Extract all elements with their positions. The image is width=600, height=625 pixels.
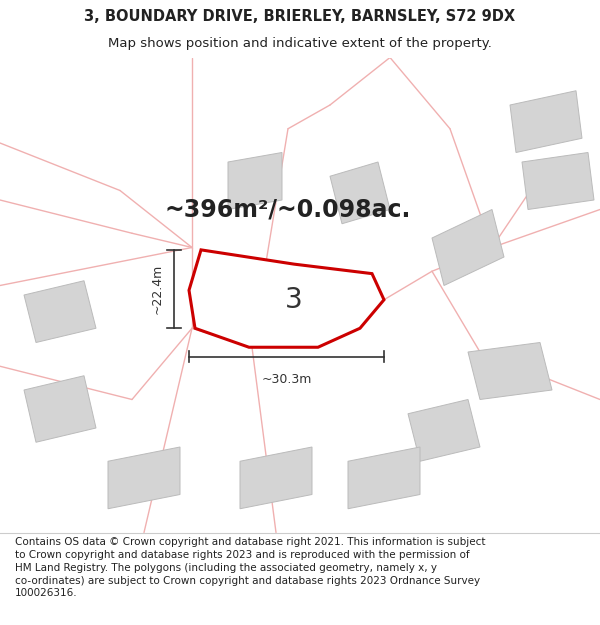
Polygon shape — [348, 447, 420, 509]
Text: Map shows position and indicative extent of the property.: Map shows position and indicative extent… — [108, 37, 492, 49]
Polygon shape — [189, 250, 384, 348]
Polygon shape — [468, 342, 552, 399]
Text: 3: 3 — [285, 286, 303, 314]
Polygon shape — [330, 162, 390, 224]
Text: 3, BOUNDARY DRIVE, BRIERLEY, BARNSLEY, S72 9DX: 3, BOUNDARY DRIVE, BRIERLEY, BARNSLEY, S… — [85, 9, 515, 24]
Polygon shape — [228, 152, 282, 209]
Polygon shape — [510, 91, 582, 152]
Polygon shape — [432, 209, 504, 286]
Text: Contains OS data © Crown copyright and database right 2021. This information is : Contains OS data © Crown copyright and d… — [15, 537, 485, 598]
Polygon shape — [240, 447, 312, 509]
Text: ~396m²/~0.098ac.: ~396m²/~0.098ac. — [165, 198, 411, 221]
Text: ~30.3m: ~30.3m — [262, 373, 311, 386]
Polygon shape — [522, 152, 594, 209]
Polygon shape — [108, 447, 180, 509]
Text: ~22.4m: ~22.4m — [150, 264, 163, 314]
Polygon shape — [408, 399, 480, 461]
Polygon shape — [24, 376, 96, 442]
Polygon shape — [24, 281, 96, 342]
